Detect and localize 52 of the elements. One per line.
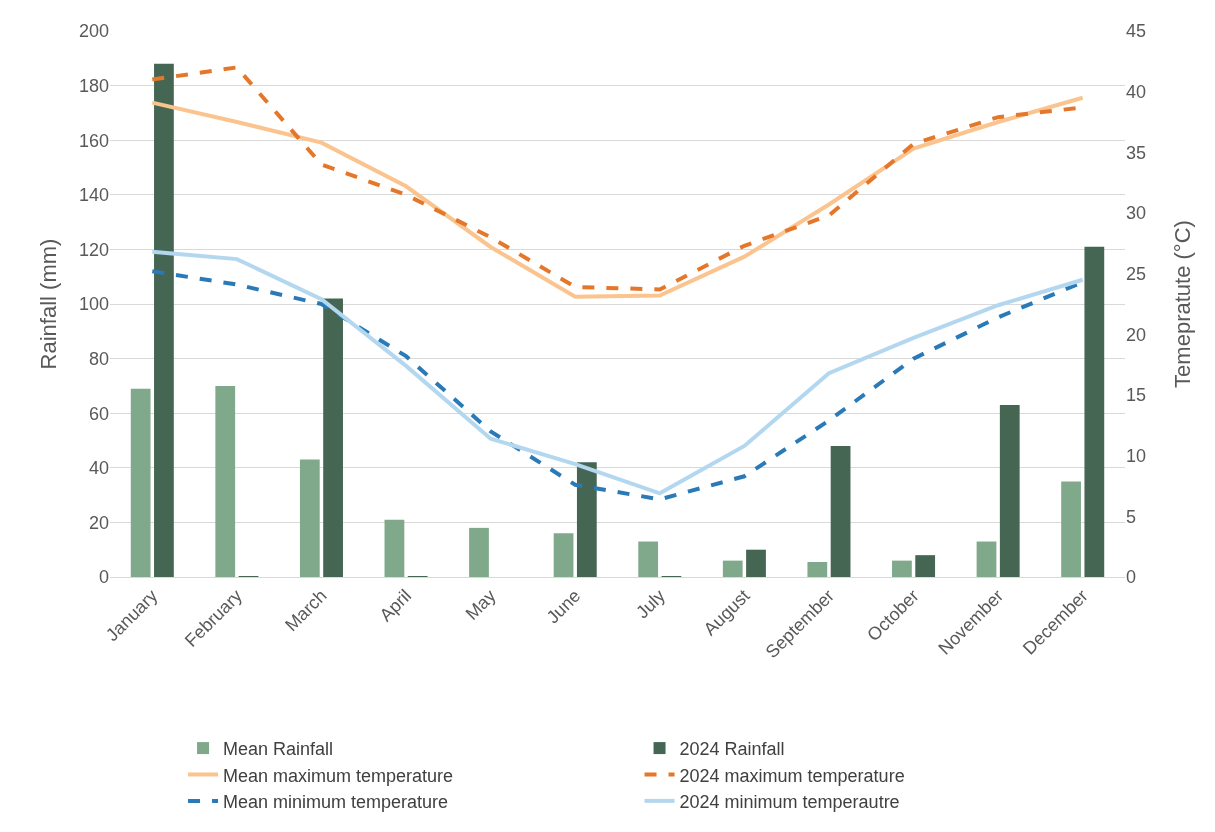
y-axis-title: Rainfall (mm)	[36, 238, 61, 370]
bar	[1061, 481, 1081, 577]
bar	[722, 560, 743, 577]
y-tick-label: 120	[78, 239, 109, 260]
bar	[892, 560, 912, 577]
y-tick-label: 200	[78, 21, 109, 42]
y2-tick-label: 20	[1126, 324, 1147, 345]
bar	[638, 541, 659, 577]
bar	[746, 549, 766, 577]
legend-label: 2024 maximum temperature	[679, 765, 905, 786]
bar	[976, 541, 997, 577]
y2-tick-label: 30	[1126, 203, 1147, 224]
bar	[323, 298, 343, 577]
y-tick-label: 40	[88, 458, 109, 479]
x-tick-label: July	[632, 585, 669, 623]
bar	[1084, 246, 1105, 577]
y2-tick-label: 25	[1126, 263, 1147, 284]
y-tick-label: 100	[78, 294, 109, 315]
y2-tick-label: 35	[1126, 142, 1147, 163]
legend-label: 2024 Rainfall	[679, 739, 785, 760]
legend-label: Mean maximum temperature	[223, 765, 454, 786]
y2-axis-title: Temepratute (°C)	[1170, 220, 1195, 388]
bar	[807, 561, 828, 577]
bar	[830, 445, 851, 577]
y2-tick-label: 5	[1126, 506, 1137, 527]
bar	[469, 527, 489, 577]
bar	[215, 385, 236, 577]
y2-tick-label: 0	[1126, 567, 1137, 588]
line-series	[150, 95, 1085, 299]
bar	[130, 388, 151, 577]
y-tick-label: 80	[88, 348, 109, 369]
y-tick-label: 180	[78, 75, 109, 96]
legend-label: 2024 minimum temperautre	[679, 791, 900, 812]
y-tick-label: 60	[88, 403, 109, 424]
y2-tick-label: 15	[1126, 385, 1147, 406]
y-tick-label: 20	[88, 512, 109, 533]
y2-tick-label: 40	[1126, 81, 1147, 102]
bar	[154, 63, 174, 577]
y-tick-label: 0	[98, 567, 109, 588]
x-tick-label: May	[461, 585, 500, 624]
y2-tick-label: 45	[1126, 21, 1147, 42]
y-tick-label: 140	[78, 185, 109, 206]
bar	[384, 519, 405, 577]
legend-label: Mean Rainfall	[223, 739, 334, 760]
bar	[299, 459, 320, 577]
bar	[915, 555, 936, 577]
legend-label: Mean minimum temperature	[223, 791, 449, 812]
y-tick-label: 160	[78, 130, 109, 151]
bar	[553, 533, 574, 577]
bar	[999, 405, 1020, 577]
y2-tick-label: 10	[1126, 445, 1147, 466]
bar	[576, 462, 597, 577]
